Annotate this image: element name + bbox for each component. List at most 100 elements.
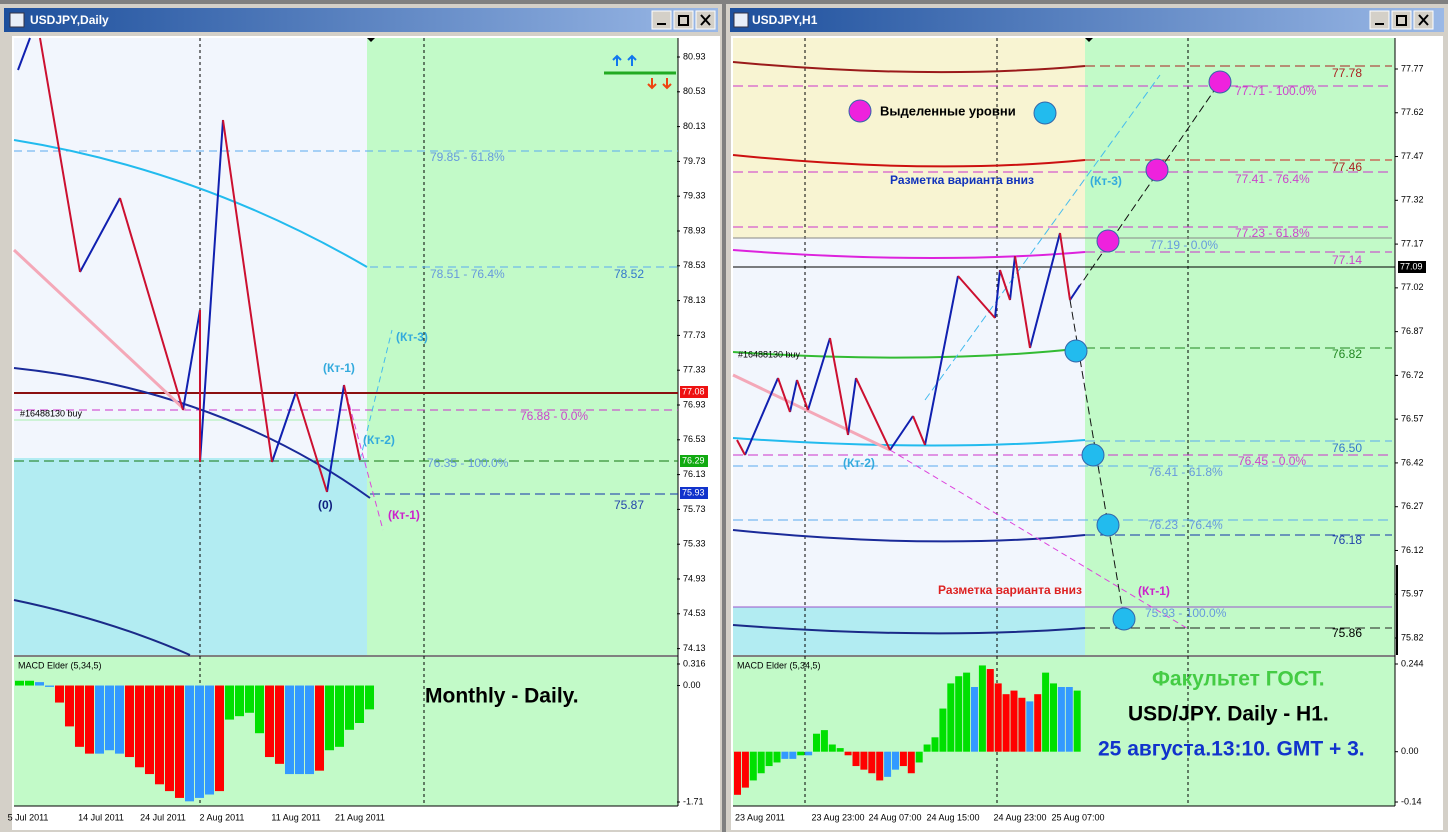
minimize-button[interactable]: [1369, 10, 1390, 30]
order-label: #16488130 buy: [738, 349, 801, 359]
annotation: (Кт-2): [843, 456, 875, 470]
annotation: 75.87: [614, 498, 644, 512]
arrows-up: [612, 54, 637, 66]
shift-marker: [1085, 38, 1093, 42]
time-label: 14 Jul 2011: [78, 812, 124, 822]
ma-line: [732, 529, 1086, 543]
annotation: (Кт-1): [1138, 584, 1170, 598]
maximize-button[interactable]: [1391, 10, 1412, 30]
macd-bar: [195, 685, 204, 798]
price-tick-label: 80.13: [683, 121, 706, 131]
price-tick-label: 77.33: [683, 365, 706, 375]
window-button-glyphs: [1375, 14, 1429, 26]
price-tick-label: 75.97: [1401, 589, 1424, 599]
price-tick-label: 76.93: [683, 399, 706, 409]
macd-bar: [1010, 690, 1018, 752]
caption: Monthly - Daily.: [425, 685, 579, 708]
macd-bar: [1050, 683, 1057, 752]
macd-tick-label: -1.71: [683, 796, 704, 806]
macd-bar: [915, 751, 923, 763]
macd-bar: [345, 685, 354, 730]
macd-bar: [335, 685, 344, 747]
marker-magenta: [848, 99, 872, 123]
macd-bar: [1065, 687, 1073, 752]
time-label: 23 Aug 23:00: [811, 812, 864, 822]
macd-bar: [355, 685, 364, 723]
window-title: USDJPY,H1: [752, 13, 818, 27]
annotation: 76.41 - 61.8%: [1148, 465, 1223, 479]
caption: USD/JPY. Daily - H1.: [1128, 703, 1329, 726]
annotation: (Кт-3): [1090, 174, 1122, 188]
annotation: 77.14: [1332, 253, 1362, 267]
macd-bar: [95, 685, 104, 754]
time-label: 24 Jul 2011: [140, 812, 186, 822]
time-label: 5 Jul 2011: [8, 812, 49, 822]
ma-line: [732, 437, 1086, 447]
annotation: 76.23 - 76.4%: [1148, 518, 1223, 532]
maximize-button[interactable]: [673, 10, 694, 30]
price-tick-label: 74.53: [683, 608, 706, 618]
macd-bar: [963, 672, 971, 752]
zone-cyan: [14, 458, 367, 655]
macd-bar: [75, 685, 84, 747]
macd-bar: [1057, 687, 1065, 752]
macd-bar: [105, 685, 114, 751]
annotation: 77.46: [1332, 160, 1362, 174]
marker-cyan: [1096, 513, 1120, 537]
macd-title: MACD Elder (5,34,5): [737, 660, 821, 670]
annotation: Разметка варианта вниз: [938, 583, 1082, 597]
zone-light: [14, 38, 367, 458]
price-tag-label: 77.08: [682, 386, 705, 396]
macd-bar: [971, 687, 978, 752]
macd-bar: [844, 751, 852, 756]
annotation: (Кт-3): [396, 330, 428, 344]
macd-bar: [85, 685, 94, 754]
macd-bar: [931, 737, 939, 752]
price-tick-label: 75.33: [683, 539, 706, 549]
trend-line: [12, 248, 187, 412]
price-tick-label: 80.93: [683, 51, 706, 61]
macd-tick-label: 0.00: [1401, 746, 1419, 756]
macd-bar: [15, 680, 24, 686]
macd-bar: [805, 751, 813, 756]
macd-bar: [1026, 701, 1034, 752]
time-label: 23 Aug 2011: [735, 812, 785, 822]
macd-bar: [765, 751, 773, 767]
macd-bar: [978, 665, 986, 752]
macd-bar: [1002, 694, 1010, 752]
price-tick-label: 76.72: [1401, 370, 1424, 380]
macd-bar: [994, 683, 1002, 752]
macd-bar: [35, 682, 44, 686]
macd-bar: [185, 685, 194, 802]
projection: [359, 329, 393, 461]
macd-bar: [876, 751, 884, 781]
macd-bar: [955, 676, 963, 752]
annotation: (Кт-1): [388, 508, 420, 522]
ma-line: [732, 249, 1086, 260]
price-tick-label: 74.93: [683, 573, 706, 583]
shift-marker: [367, 38, 375, 42]
zigzag-down: [39, 37, 361, 493]
indicator-lines: [732, 38, 1395, 806]
ma-line: [13, 367, 371, 499]
window-icon: [733, 12, 749, 28]
macd-bar: [295, 685, 304, 775]
macd-bar: [275, 685, 284, 764]
projection: [343, 384, 384, 531]
fibo-levels: [14, 150, 678, 268]
time-label: 21 Aug 2011: [335, 812, 385, 822]
macd-bar: [773, 751, 781, 763]
annotation: 76.45 - 0.0%: [1238, 454, 1306, 468]
macd-bar: [797, 751, 805, 756]
macd-bar: [781, 751, 789, 759]
macd-bar: [165, 685, 174, 792]
minimize-button[interactable]: [651, 10, 672, 30]
price-tick-label: 78.53: [683, 260, 706, 270]
macd-bar: [884, 751, 892, 777]
annotation: 77.23 - 61.8%: [1235, 226, 1310, 240]
time-label: 2 Aug 2011: [200, 812, 245, 822]
price-tick-label: 80.53: [683, 86, 706, 96]
macd-bar: [947, 683, 955, 752]
macd-bar: [852, 751, 860, 767]
macd-bar: [749, 751, 757, 781]
